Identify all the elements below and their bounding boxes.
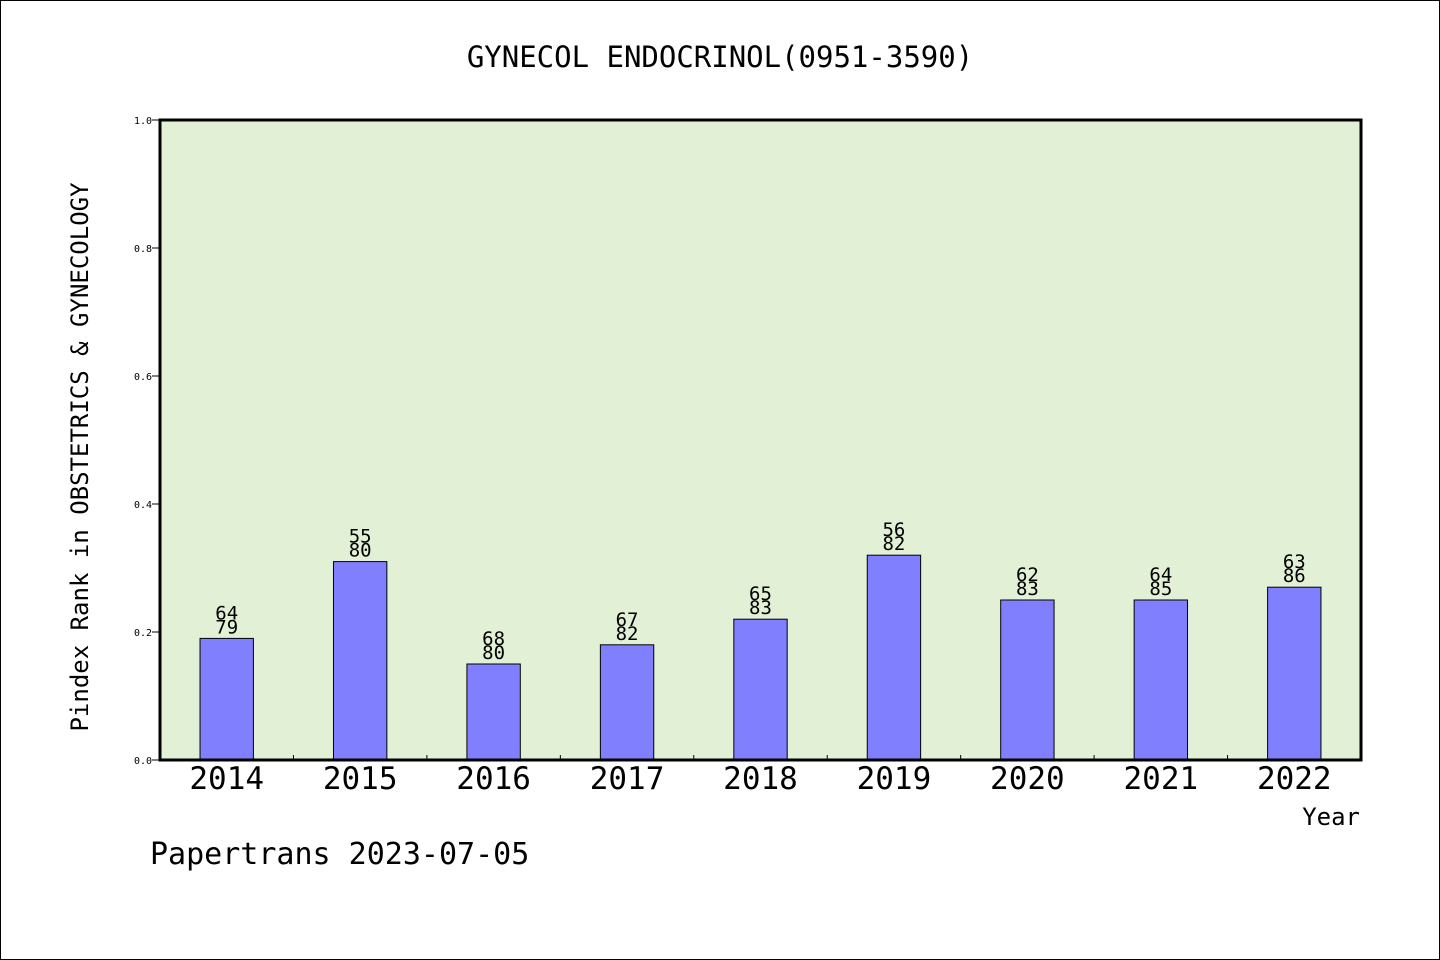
bar-2019 [866, 554, 922, 761]
bar-label-top: 67 [616, 609, 639, 631]
bar-label-top: 62 [1016, 564, 1039, 586]
bar-2021 [1133, 599, 1189, 761]
bar-label-top: 68 [482, 628, 505, 650]
bar-2020 [1000, 599, 1055, 761]
y-tick-label: 1.0 [134, 116, 152, 127]
bar-2022 [1267, 586, 1322, 761]
x-axis-label: Year [1302, 803, 1360, 831]
x-tick-label: 2019 [857, 761, 932, 797]
bar-2016 [466, 663, 521, 761]
bar-2018 [733, 618, 788, 761]
bar-label-bottom: 80 [349, 540, 372, 562]
footer-watermark: Papertrans 2023-07-05 [150, 837, 529, 872]
bar-label-bottom: 82 [616, 623, 639, 645]
bar-label-bottom: 85 [1149, 578, 1172, 600]
x-tick-label: 2018 [723, 761, 798, 797]
x-tick-label: 2015 [323, 761, 398, 797]
bar-label-top: 56 [882, 519, 905, 541]
bars-group [199, 554, 1322, 761]
y-tick-label: 0.4 [134, 500, 152, 511]
bar-label-bottom: 86 [1283, 565, 1306, 587]
y-tick-label: 0.2 [134, 628, 152, 639]
x-tick-label: 2016 [456, 761, 531, 797]
y-axis-label: Pindex Rank in OBSTETRICS & GYNECOLOGY [66, 182, 94, 732]
bar-2014 [199, 637, 254, 761]
x-tick-label: 2017 [590, 761, 665, 797]
x-tick-label: 2014 [189, 761, 264, 797]
x-tick-label: 2021 [1124, 761, 1199, 797]
y-tick-label: 0.6 [134, 372, 152, 383]
bar-label-bottom: 82 [882, 533, 905, 555]
bar-label-bottom: 79 [215, 616, 238, 638]
bar-label-bottom: 80 [482, 642, 505, 664]
bar-label-top: 64 [1149, 564, 1172, 586]
y-tick-label: 0.0 [134, 756, 152, 767]
x-axis: 2014 2015 2016 2017 2018 2019 2020 2021 2022 [189, 755, 1332, 797]
bar-label-top: 65 [749, 583, 772, 605]
bar-label-bottom: 83 [749, 597, 772, 619]
x-tick-label: 2020 [990, 761, 1065, 797]
x-tick-label: 2022 [1257, 761, 1332, 797]
bar-label-top: 64 [215, 602, 238, 624]
bar-2017 [599, 644, 655, 761]
bar-label-top: 55 [349, 526, 372, 548]
bar-2015 [332, 561, 388, 761]
plot-border [158, 118, 1363, 762]
y-axis: 0.0 0.2 0.4 0.6 0.8 1.0 [134, 116, 160, 767]
chart-title: GYNECOL ENDOCRINOL(0951-3590) [467, 40, 973, 74]
y-tick-label: 0.8 [134, 244, 152, 255]
bar-label-top: 63 [1283, 551, 1306, 573]
bar-label-bottom: 83 [1016, 578, 1039, 600]
